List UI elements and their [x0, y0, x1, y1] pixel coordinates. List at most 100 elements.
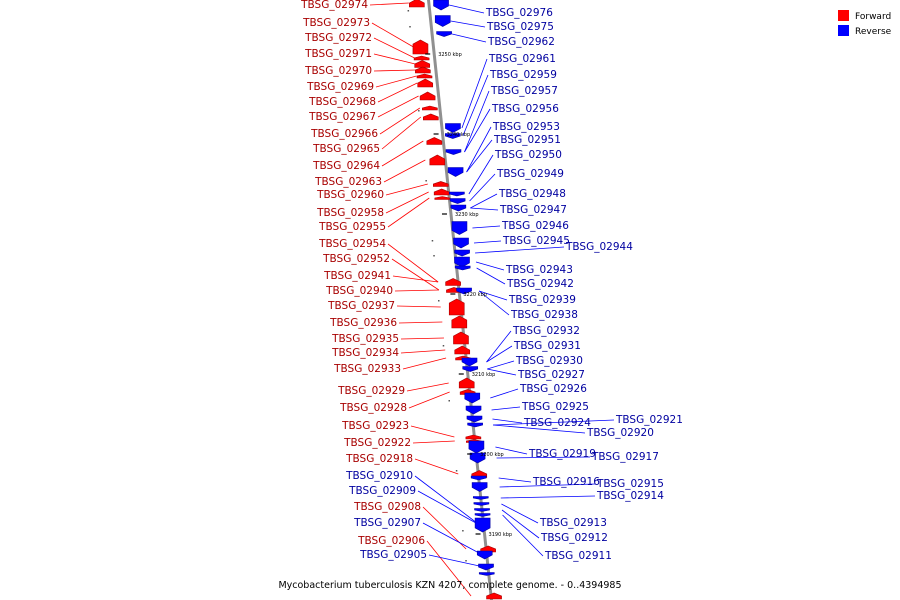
- forward-gene-label[interactable]: TBSG_02963: [314, 176, 382, 188]
- reverse-gene-label[interactable]: TBSG_02920: [586, 427, 654, 439]
- forward-gene-label[interactable]: TBSG_02955: [318, 221, 386, 233]
- reverse-gene-10[interactable]: [451, 221, 468, 235]
- forward-gene-label[interactable]: TBSG_02922: [343, 437, 411, 449]
- forward-gene-22[interactable]: [458, 377, 475, 389]
- reverse-gene-label[interactable]: TBSG_02915: [596, 478, 664, 490]
- forward-gene-4[interactable]: [415, 66, 431, 74]
- reverse-gene-11[interactable]: [453, 237, 469, 249]
- reverse-gene-label[interactable]: TBSG_02946: [501, 220, 569, 232]
- reverse-gene-label[interactable]: TBSG_02976: [485, 7, 553, 19]
- forward-gene-19[interactable]: [453, 331, 469, 345]
- forward-gene-27[interactable]: [480, 545, 496, 553]
- reverse-gene-12[interactable]: [454, 249, 470, 257]
- reverse-gene-label[interactable]: TBSG_02951: [493, 134, 561, 146]
- forward-gene-11[interactable]: [429, 154, 446, 166]
- reverse-gene-label[interactable]: TBSG_02924: [523, 417, 591, 429]
- reverse-gene-label[interactable]: TBSG_02926: [519, 383, 587, 395]
- reverse-gene-label[interactable]: TBSG_02914: [596, 490, 664, 502]
- forward-gene-label[interactable]: TBSG_02960: [316, 189, 384, 201]
- reverse-gene-label[interactable]: TBSG_02944: [565, 241, 633, 253]
- forward-gene-label[interactable]: TBSG_02918: [345, 453, 413, 465]
- forward-gene-label[interactable]: TBSG_02970: [304, 65, 372, 77]
- forward-gene-label[interactable]: TBSG_02973: [302, 17, 370, 29]
- reverse-gene-label[interactable]: TBSG_02975: [486, 21, 554, 33]
- reverse-gene-label[interactable]: TBSG_02957: [490, 85, 558, 97]
- reverse-gene-14[interactable]: [454, 265, 471, 271]
- reverse-gene-2[interactable]: [436, 31, 452, 37]
- reverse-gene-label[interactable]: TBSG_02931: [513, 340, 581, 352]
- forward-gene-0[interactable]: [409, 0, 425, 8]
- reverse-gene-label[interactable]: TBSG_02962: [487, 36, 555, 48]
- forward-gene-label[interactable]: TBSG_02964: [312, 160, 380, 172]
- reverse-gene-3[interactable]: [445, 123, 461, 133]
- reverse-gene-label[interactable]: TBSG_02956: [491, 103, 559, 115]
- forward-gene-10[interactable]: [426, 137, 443, 145]
- reverse-gene-label[interactable]: TBSG_02916: [532, 476, 600, 488]
- forward-gene-15[interactable]: [445, 278, 461, 286]
- forward-gene-label[interactable]: TBSG_02935: [331, 333, 399, 345]
- forward-gene-7[interactable]: [419, 91, 436, 101]
- reverse-gene-19[interactable]: [465, 405, 482, 415]
- forward-gene-6[interactable]: [417, 78, 434, 88]
- forward-gene-label[interactable]: TBSG_02969: [306, 81, 374, 93]
- reverse-gene-7[interactable]: [449, 191, 465, 197]
- reverse-gene-label[interactable]: TBSG_02917: [591, 451, 659, 463]
- forward-gene-label[interactable]: TBSG_02933: [333, 363, 401, 375]
- forward-gene-label[interactable]: TBSG_02908: [353, 501, 421, 513]
- forward-gene-9[interactable]: [422, 113, 439, 121]
- reverse-gene-label[interactable]: TBSG_02959: [489, 69, 557, 81]
- reverse-gene-label[interactable]: TBSG_02913: [539, 517, 607, 529]
- forward-gene-14[interactable]: [434, 196, 451, 200]
- reverse-gene-23[interactable]: [469, 452, 486, 464]
- reverse-gene-30[interactable]: [474, 517, 491, 533]
- reverse-gene-label[interactable]: TBSG_02961: [488, 53, 556, 65]
- reverse-gene-21[interactable]: [467, 422, 483, 428]
- reverse-gene-label[interactable]: TBSG_02939: [508, 294, 576, 306]
- reverse-gene-6[interactable]: [447, 167, 464, 177]
- reverse-gene-label[interactable]: TBSG_02910: [345, 470, 413, 482]
- reverse-gene-16[interactable]: [461, 357, 478, 367]
- forward-gene-label[interactable]: TBSG_02929: [337, 385, 405, 397]
- reverse-gene-label[interactable]: TBSG_02921: [615, 414, 683, 426]
- reverse-gene-31[interactable]: [476, 550, 493, 560]
- reverse-gene-22[interactable]: [468, 440, 485, 454]
- reverse-gene-label[interactable]: TBSG_02909: [348, 485, 416, 497]
- reverse-gene-13[interactable]: [454, 256, 470, 268]
- reverse-gene-label[interactable]: TBSG_02938: [510, 309, 578, 321]
- reverse-gene-4[interactable]: [444, 133, 461, 139]
- reverse-gene-8[interactable]: [449, 198, 466, 204]
- reverse-gene-26[interactable]: [472, 496, 489, 500]
- forward-gene-1[interactable]: [412, 39, 429, 55]
- forward-gene-13[interactable]: [433, 188, 450, 196]
- reverse-gene-label[interactable]: TBSG_02927: [517, 369, 585, 381]
- reverse-gene-32[interactable]: [478, 563, 494, 571]
- forward-gene-label[interactable]: TBSG_02928: [339, 402, 407, 414]
- forward-gene-12[interactable]: [433, 181, 449, 187]
- forward-gene-label[interactable]: TBSG_02954: [318, 238, 386, 250]
- reverse-gene-24[interactable]: [470, 475, 487, 481]
- reverse-gene-label[interactable]: TBSG_02919: [528, 448, 596, 460]
- reverse-gene-label[interactable]: TBSG_02953: [492, 121, 560, 133]
- reverse-gene-28[interactable]: [474, 508, 490, 512]
- forward-gene-label[interactable]: TBSG_02952: [322, 253, 390, 265]
- reverse-gene-label[interactable]: TBSG_02930: [515, 355, 583, 367]
- reverse-gene-1[interactable]: [434, 15, 451, 27]
- reverse-gene-20[interactable]: [466, 415, 483, 423]
- forward-gene-label[interactable]: TBSG_02941: [323, 270, 391, 282]
- forward-gene-28[interactable]: [486, 592, 502, 600]
- reverse-gene-label[interactable]: TBSG_02943: [505, 264, 573, 276]
- reverse-gene-15[interactable]: [456, 287, 472, 295]
- forward-gene-label[interactable]: TBSG_02937: [327, 300, 395, 312]
- reverse-gene-5[interactable]: [445, 149, 462, 155]
- forward-gene-label[interactable]: TBSG_02936: [329, 317, 397, 329]
- forward-gene-label[interactable]: TBSG_02940: [325, 285, 393, 297]
- reverse-gene-label[interactable]: TBSG_02950: [494, 149, 562, 161]
- forward-gene-5[interactable]: [416, 73, 433, 79]
- reverse-gene-label[interactable]: TBSG_02942: [506, 278, 574, 290]
- forward-gene-24[interactable]: [465, 434, 482, 440]
- reverse-gene-label[interactable]: TBSG_02949: [496, 168, 564, 180]
- forward-gene-20[interactable]: [454, 345, 471, 355]
- forward-gene-8[interactable]: [422, 105, 438, 111]
- reverse-gene-9[interactable]: [450, 204, 467, 212]
- forward-gene-label[interactable]: TBSG_02958: [316, 207, 384, 219]
